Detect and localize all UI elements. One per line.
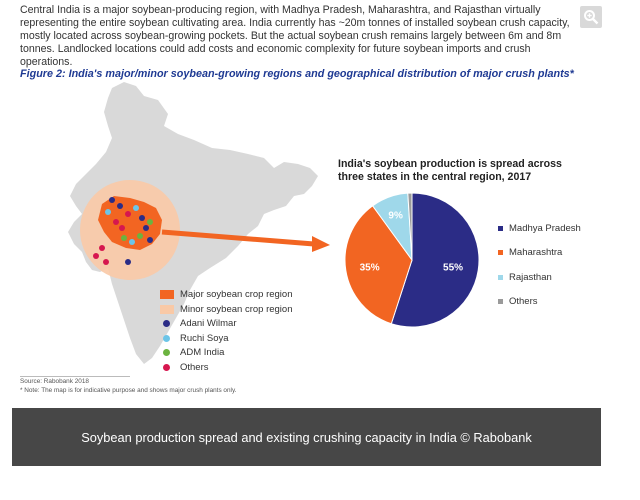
legend-label: Major soybean crop region	[180, 289, 293, 300]
legend-label: Others	[509, 296, 538, 307]
caption-bar: Soybean production spread and existing c…	[12, 408, 601, 466]
map-legend: Major soybean crop region Minor soybean c…	[160, 288, 292, 375]
plant-marker	[93, 253, 99, 259]
source-text: Source: Rabobank 2018	[20, 378, 89, 385]
legend-label: Others	[180, 361, 209, 373]
plant-marker	[125, 211, 131, 217]
pie-legend-item: Maharashtra	[498, 247, 581, 259]
legend-swatch	[498, 225, 503, 231]
plant-marker	[105, 209, 111, 215]
plant-marker	[113, 219, 119, 225]
legend-swatch	[163, 320, 170, 327]
plant-marker	[133, 205, 139, 211]
legend-swatch	[163, 334, 170, 342]
source-notes: Source: Rabobank 2018 * Note: The map is…	[20, 374, 236, 395]
plant-marker	[147, 237, 153, 243]
plant-marker	[147, 219, 153, 225]
pie-legend-item: Others	[498, 296, 581, 308]
plant-marker	[121, 235, 127, 241]
map-and-chart-graphic: 55% 35% 9%	[68, 82, 480, 364]
plant-marker	[109, 197, 115, 203]
note-text: * Note: The map is for indicative purpos…	[20, 387, 237, 394]
plant-marker	[99, 245, 105, 251]
legend-swatch	[163, 349, 170, 356]
plant-marker	[139, 215, 145, 221]
legend-swatch	[498, 250, 503, 255]
pie-legend-item: Rajasthan	[498, 271, 581, 283]
legend-swatch	[163, 363, 170, 371]
pie-slice-madhya-pradesh	[390, 192, 480, 328]
plant-marker	[143, 225, 149, 231]
legend-swatch	[160, 290, 174, 299]
intro-paragraph: Central India is a major soybean-produci…	[20, 4, 570, 68]
figure-title: Figure 2: India's major/minor soybean-gr…	[20, 68, 574, 80]
plant-marker	[125, 259, 131, 265]
legend-swatch	[498, 274, 503, 280]
source-divider	[20, 376, 130, 377]
legend-label: Minor soybean crop region	[180, 303, 293, 315]
plant-marker	[137, 233, 143, 239]
pie-slice-others	[407, 192, 413, 261]
legend-swatch	[160, 304, 174, 314]
legend-swatch	[498, 299, 503, 304]
crush-plant-markers	[93, 197, 153, 265]
india-map-landmass	[68, 82, 318, 364]
map-legend-item: Adani Wilmar	[160, 317, 292, 330]
pie-chart: 55% 35% 9%	[344, 192, 480, 328]
arrow-to-chart	[161, 229, 330, 252]
legend-label: ADM India	[180, 347, 225, 358]
caption-text: Soybean production spread and existing c…	[81, 429, 532, 445]
pie-data-label: 35%	[360, 263, 380, 274]
pie-data-label: 55%	[443, 262, 463, 273]
plant-marker	[119, 225, 125, 231]
legend-label: Maharashtra	[509, 247, 563, 258]
legend-label: Adani Wilmar	[180, 318, 237, 329]
magnifier-plus-icon[interactable]	[580, 6, 602, 28]
chart-title: India's soybean production is spread acr…	[338, 158, 562, 183]
plant-marker	[129, 239, 135, 245]
pie-legend: Madhya Pradesh Maharashtra Rajasthan Others	[498, 222, 581, 320]
map-legend-item: ADM India	[160, 346, 292, 359]
map-legend-item: Others	[160, 361, 292, 374]
map-legend-item: Major soybean crop region	[160, 288, 292, 301]
map-legend-item: Ruchi Soya	[160, 332, 292, 345]
pie-legend-item: Madhya Pradesh	[498, 222, 581, 234]
pie-slice-maharashtra	[344, 205, 413, 325]
legend-label: Madhya Pradesh	[509, 222, 581, 234]
legend-label: Rajasthan	[509, 271, 552, 283]
map-legend-item: Minor soybean crop region	[160, 303, 292, 316]
plant-marker	[103, 259, 109, 265]
legend-label: Ruchi Soya	[180, 332, 229, 344]
major-region-area	[98, 196, 162, 250]
plant-marker	[117, 203, 123, 209]
figure: Central India is a major soybean-produci…	[12, 0, 602, 408]
pie-data-label: 9%	[388, 211, 403, 222]
